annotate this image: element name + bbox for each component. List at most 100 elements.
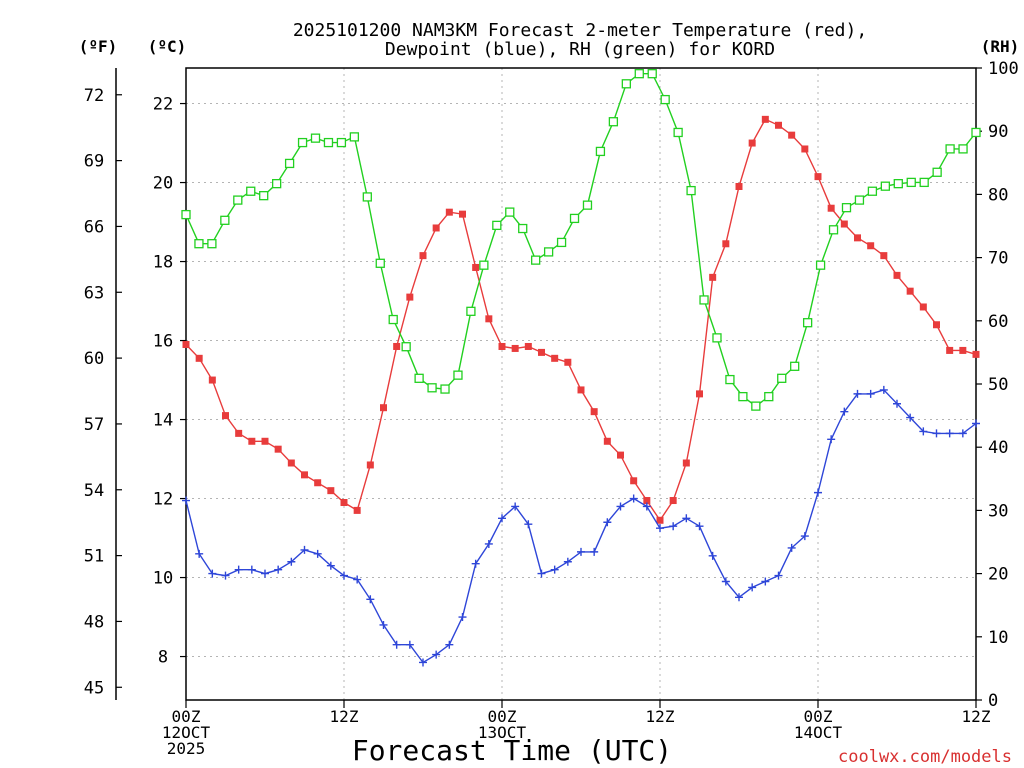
2-meter-temperature-point — [761, 115, 769, 123]
2-meter-temperature-point — [222, 412, 229, 420]
dewpoint-point — [208, 569, 217, 578]
dewpoint-point — [590, 547, 599, 556]
rh-point — [854, 195, 865, 205]
rh-point — [375, 258, 385, 268]
dewpoint-point — [840, 407, 849, 416]
rh-point — [582, 200, 593, 210]
fahrenheit-tick-label: 72 — [84, 86, 104, 106]
2-meter-temperature-point — [788, 131, 796, 139]
2-meter-temperature-point — [933, 321, 940, 329]
2-meter-temperature-point — [722, 240, 730, 248]
dewpoint-point — [405, 640, 414, 649]
2-meter-temperature-point — [380, 404, 387, 412]
dewpoint-point — [893, 399, 901, 408]
dewpoint-point — [919, 427, 928, 436]
dewpoint-point — [353, 575, 362, 584]
rh-point — [531, 255, 541, 265]
2-meter-temperature-point — [235, 429, 243, 437]
rh-point — [388, 314, 398, 325]
dewpoint-point — [563, 557, 572, 566]
fahrenheit-axis-unit: (ºF) — [79, 37, 118, 56]
2-meter-temperature-point — [366, 461, 374, 469]
rh-tick-label: 60 — [988, 312, 1008, 332]
rh-point — [608, 117, 619, 127]
dewpoint-point — [932, 429, 941, 438]
rh-tick-label: 20 — [988, 565, 1008, 585]
celsius-tick-label: 20 — [153, 174, 173, 194]
dewpoint-point — [761, 577, 770, 586]
2-meter-temperature-point — [248, 437, 256, 445]
2-meter-temperature-point — [814, 173, 822, 181]
celsius-tick-label: 16 — [153, 332, 173, 352]
rh-tick-label: 90 — [988, 122, 1008, 142]
2-meter-temperature-point — [880, 252, 888, 260]
x-tick-label: 12Z — [962, 707, 991, 726]
fahrenheit-tick-label: 45 — [84, 678, 104, 698]
rh-point — [543, 247, 554, 257]
dewpoint-point — [274, 565, 283, 574]
2-meter-temperature-point — [314, 479, 322, 487]
2-meter-temperature-point — [696, 390, 703, 398]
rh-point — [466, 306, 476, 316]
rh-tick-label: 70 — [988, 249, 1008, 269]
rh-point — [181, 209, 191, 220]
2-meter-temperature-point — [564, 358, 572, 366]
dewpoint-point — [708, 551, 717, 560]
dewpoint-point — [629, 494, 638, 503]
dewpoint-point — [642, 502, 651, 511]
dewpoint-point — [261, 569, 269, 578]
dewpoint-point — [234, 565, 243, 574]
rh-point — [220, 215, 230, 225]
rh-point — [725, 374, 735, 385]
rh-point — [349, 132, 360, 142]
dewpoint-point — [682, 514, 691, 523]
2-meter-temperature-point — [946, 346, 954, 354]
2-meter-temperature-point — [340, 499, 348, 506]
watermark-text: coolwx.com/models — [838, 747, 1012, 767]
dewpoint-point — [550, 565, 559, 574]
2-meter-temperature-point — [669, 497, 677, 505]
dewpoint-point — [735, 593, 743, 602]
2-meter-temperature-point — [854, 234, 861, 242]
dewpoint-point — [326, 561, 335, 570]
2-meter-temperature-point — [682, 459, 690, 467]
dewpoint-point — [695, 522, 704, 531]
rh-point — [660, 94, 670, 105]
2-meter-temperature-point — [419, 252, 427, 260]
rh-tick-label: 30 — [988, 501, 1008, 521]
rh-point — [764, 391, 774, 402]
celsius-tick-label: 22 — [153, 95, 173, 115]
rh-point — [790, 361, 800, 371]
dewpoint-point — [906, 413, 915, 422]
dewpoint-point — [958, 429, 967, 438]
rh-point — [971, 127, 981, 138]
rh-point — [246, 186, 256, 196]
rh-point — [880, 181, 890, 191]
rh-point — [802, 318, 813, 328]
fahrenheit-tick-label: 69 — [84, 152, 104, 172]
rh-tick-label: 50 — [988, 375, 1008, 395]
rh-point — [621, 79, 631, 89]
dewpoint-point — [800, 532, 809, 541]
x-tick-label: 14OCT — [794, 723, 843, 742]
2-meter-temperature-point — [327, 487, 335, 495]
rh-point — [841, 203, 852, 213]
dewpoint-point — [419, 658, 427, 667]
rh-point — [699, 295, 709, 305]
fahrenheit-tick-label: 60 — [84, 349, 104, 369]
rh-point — [284, 158, 295, 169]
rh-point — [556, 237, 567, 248]
dewpoint-point — [827, 435, 836, 444]
rh-point — [673, 127, 683, 138]
dewpoint-point — [221, 571, 230, 580]
2-meter-temperature-point — [538, 348, 545, 356]
rh-point — [647, 69, 657, 79]
x-axis-label: Forecast Time (UTC) — [352, 734, 672, 767]
rh-point — [194, 239, 204, 249]
rh-point — [919, 177, 929, 188]
dewpoint-point — [471, 559, 480, 568]
dewpoint-point — [866, 389, 875, 398]
fahrenheit-tick-label: 51 — [84, 547, 104, 567]
rh-point — [233, 195, 243, 205]
